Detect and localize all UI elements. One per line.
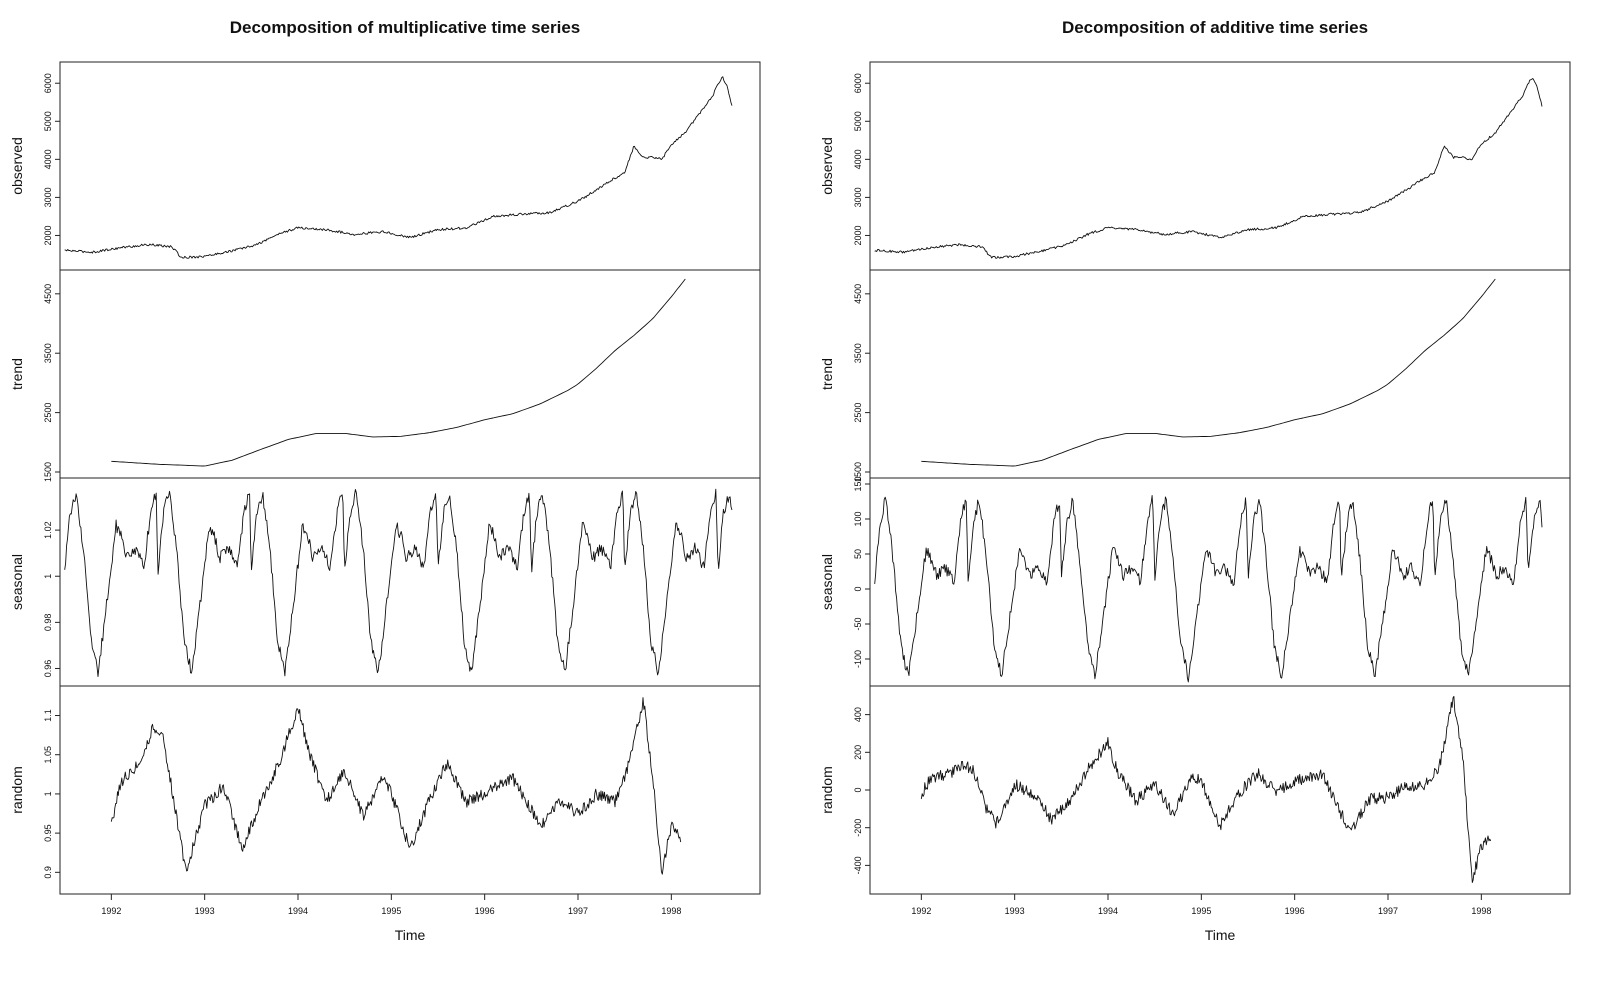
x-tick-label: 1997 (568, 906, 588, 916)
multiplicative-figure: Decomposition of multiplicative time ser… (9, 18, 761, 943)
panel-label: seasonal (9, 554, 25, 610)
y-tick-label: 3000 (853, 187, 863, 207)
y-tick-label: 100 (853, 511, 863, 526)
y-tick-label: 5000 (853, 111, 863, 131)
y-tick-label: -400 (853, 856, 863, 874)
x-tick-label: 1997 (1378, 906, 1398, 916)
x-axis-label: Time (395, 927, 426, 943)
y-tick-label: 200 (853, 745, 863, 760)
y-tick-label: 1 (43, 574, 53, 579)
panel-label: observed (9, 137, 25, 195)
chart-title: Decomposition of additive time series (1061, 18, 1369, 37)
x-tick-label: 1996 (1285, 906, 1305, 916)
panel-label: random (819, 766, 835, 813)
y-tick-label: 4500 (43, 284, 53, 304)
x-tick-label: 1992 (101, 906, 121, 916)
chart-title: Decomposition of multiplicative time ser… (229, 18, 581, 37)
y-tick-label: 400 (853, 707, 863, 722)
x-tick-label: 1995 (1191, 906, 1211, 916)
x-tick-label: 1994 (1098, 906, 1118, 916)
y-tick-label: 0.95 (43, 824, 53, 842)
y-tick-label: 50 (853, 549, 863, 559)
y-tick-label: 1.02 (43, 521, 53, 539)
y-tick-label: 150 (853, 476, 863, 491)
series-line-trend (111, 278, 686, 467)
y-tick-label: 4000 (853, 149, 863, 169)
y-tick-label: 3500 (853, 343, 863, 363)
y-tick-label: 6000 (43, 73, 53, 93)
series-line-random (920, 695, 1492, 883)
x-tick-label: 1993 (195, 906, 215, 916)
y-tick-label: 0.98 (43, 614, 53, 632)
y-tick-label: 2500 (853, 403, 863, 423)
series-line-observed (64, 76, 733, 259)
y-tick-label: 1.1 (43, 709, 53, 722)
series-line-seasonal (64, 488, 733, 678)
panel-label: trend (819, 358, 835, 390)
y-tick-label: 5000 (43, 111, 53, 131)
additive-chart: 20003000400050006000observed150025003500… (819, 61, 1571, 943)
y-tick-label: 2000 (43, 225, 53, 245)
series-line-trend (921, 278, 1496, 467)
y-tick-label: 2000 (853, 225, 863, 245)
y-tick-label: 6000 (853, 73, 863, 93)
y-tick-label: 4000 (43, 149, 53, 169)
y-tick-label: 4500 (853, 284, 863, 304)
y-tick-label: 3500 (43, 343, 53, 363)
panel-label: random (9, 766, 25, 813)
y-tick-label: -50 (853, 617, 863, 630)
y-tick-label: -200 (853, 819, 863, 837)
y-tick-label: 1.05 (43, 746, 53, 764)
series-line-seasonal (874, 495, 1543, 683)
x-tick-label: 1993 (1005, 906, 1025, 916)
y-tick-label: 0 (853, 586, 863, 591)
x-tick-label: 1998 (661, 906, 681, 916)
panel-label: observed (819, 137, 835, 195)
x-tick-label: 1998 (1471, 906, 1491, 916)
y-tick-label: 1 (43, 791, 53, 796)
y-tick-label: 3000 (43, 187, 53, 207)
panel-label: seasonal (819, 554, 835, 610)
additive-figure: Decomposition of additive time series 20… (810, 0, 1620, 1000)
x-tick-label: 1995 (381, 906, 401, 916)
y-tick-label: 2500 (43, 403, 53, 423)
y-tick-label: 0 (853, 787, 863, 792)
x-tick-label: 1994 (288, 906, 308, 916)
panel-label: trend (9, 358, 25, 390)
series-line-observed (874, 78, 1543, 259)
y-tick-label: -100 (853, 650, 863, 668)
x-tick-label: 1996 (475, 906, 495, 916)
x-tick-label: 1992 (911, 906, 931, 916)
y-tick-label: 0.9 (43, 866, 53, 879)
x-axis-label: Time (1205, 927, 1236, 943)
series-line-random (110, 697, 682, 875)
y-tick-label: 0.96 (43, 660, 53, 678)
y-tick-label: 1500 (43, 462, 53, 482)
multiplicative-chart: 2000 3000 4000 5000 6000 observed 1500 2500 3500… (9, 61, 761, 943)
y-tick-label: 1500 (853, 462, 863, 482)
